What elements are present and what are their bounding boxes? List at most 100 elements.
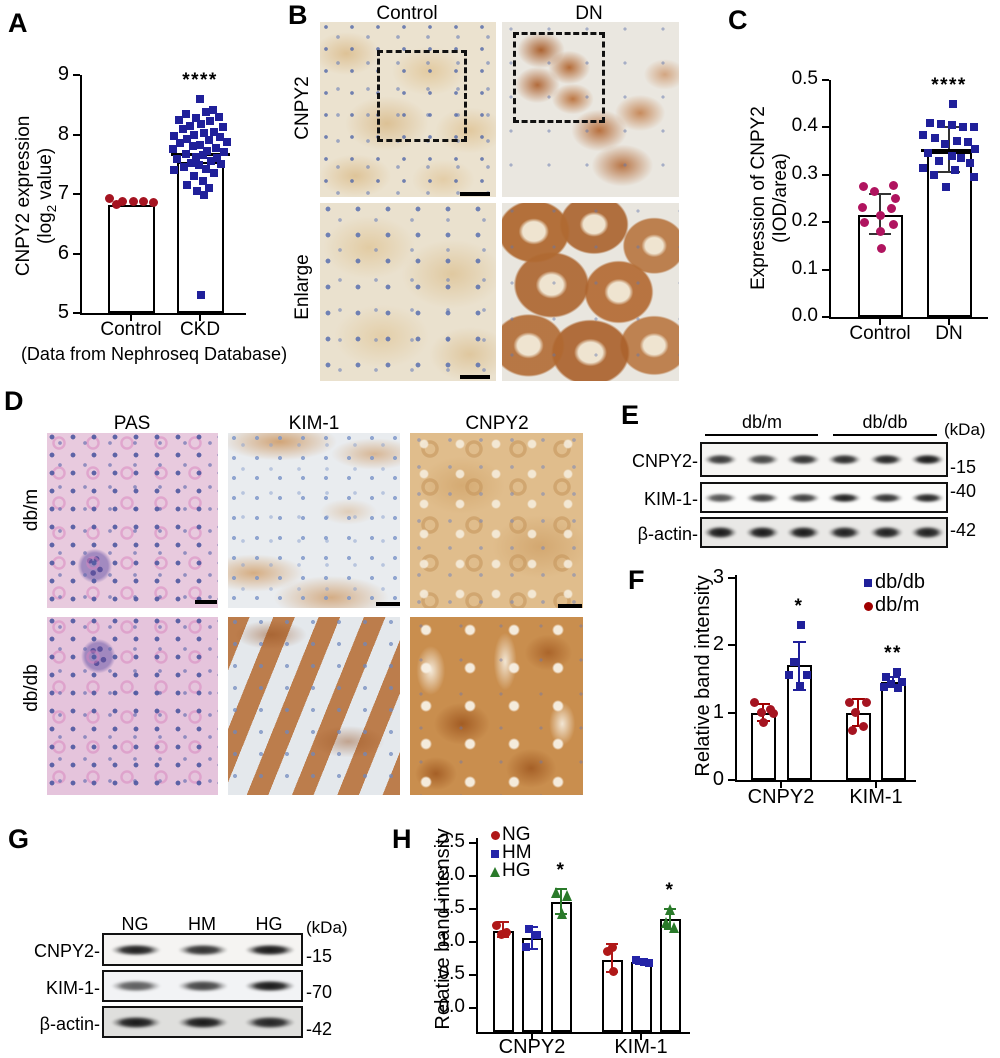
blot-e-label-cnpy2: CNPY2-	[631, 451, 698, 471]
micrograph-dbm-kim1	[228, 433, 400, 608]
chart-caption: (Data from Nephroseq Database)	[20, 344, 288, 364]
y-axis	[476, 838, 478, 1034]
data-point	[105, 193, 115, 203]
blot-band	[244, 980, 295, 992]
blot-e-marker-15: -15	[950, 457, 977, 477]
chart-f-ylabel: Relative band intensity	[692, 575, 714, 777]
bar	[926, 152, 972, 317]
data-point	[200, 191, 209, 200]
micrograph-dbdb-cnpy2	[410, 617, 583, 795]
data-point	[112, 200, 122, 210]
significance-label: ****	[931, 74, 967, 96]
error-bar-line	[611, 943, 613, 972]
blot-band	[704, 492, 738, 503]
y-tick-label: 8	[57, 122, 69, 145]
data-point	[958, 123, 967, 132]
legend-label: db/db	[875, 571, 926, 593]
y-tick-mark	[728, 779, 735, 781]
data-point	[220, 148, 229, 157]
blot-band	[110, 1015, 161, 1029]
error-bar-cap	[526, 947, 538, 950]
data-point	[496, 929, 506, 939]
data-point	[210, 169, 219, 178]
scale-bar	[460, 192, 490, 196]
x-tick-mark	[875, 782, 877, 788]
data-point	[860, 217, 870, 227]
data-point	[557, 908, 568, 920]
data-point	[200, 129, 209, 138]
data-point	[201, 165, 210, 173]
data-point	[844, 697, 854, 707]
data-point	[176, 139, 185, 148]
y-tick-mark	[73, 312, 80, 314]
y-tick-label: 0.3	[791, 162, 818, 184]
data-point	[204, 136, 213, 145]
panel-label-g: G	[8, 824, 30, 854]
blot-band	[869, 526, 903, 539]
significance-label: *	[665, 880, 675, 901]
data-point	[644, 959, 653, 968]
x-axis	[735, 780, 916, 782]
data-point	[190, 130, 199, 139]
category-label: KIM-1	[849, 786, 903, 808]
data-point	[149, 198, 159, 208]
group-underline	[833, 434, 937, 436]
data-point	[758, 718, 768, 728]
error-bar-cap	[938, 171, 960, 174]
blot-g-label-kim1: KIM-1-	[46, 978, 100, 998]
data-point	[215, 133, 224, 142]
data-point	[940, 139, 949, 148]
y-tick-mark	[469, 941, 476, 943]
y-axis	[735, 575, 737, 782]
error-bar-cap	[851, 698, 865, 700]
data-point	[205, 117, 214, 126]
data-point	[964, 137, 973, 146]
y-tick-label: 0.5	[791, 68, 818, 89]
x-tick-mark	[199, 315, 201, 321]
data-point	[492, 921, 502, 930]
panel-b-header-control: Control	[376, 3, 438, 24]
data-point	[769, 709, 778, 719]
data-point	[802, 671, 811, 680]
data-point	[213, 154, 222, 163]
error-bar-cap	[792, 689, 806, 692]
blot-band	[745, 526, 779, 539]
x-tick-mark	[879, 319, 881, 325]
x-tick-mark	[640, 1034, 642, 1040]
x-axis	[829, 317, 988, 319]
data-point	[947, 151, 956, 160]
data-point	[204, 184, 213, 193]
data-point	[953, 136, 962, 145]
data-point	[197, 291, 206, 300]
data-point	[950, 166, 959, 175]
y-tick-label: 1	[712, 700, 724, 723]
panel-label-e: E	[621, 400, 640, 430]
data-point	[931, 133, 940, 142]
data-point	[117, 196, 127, 206]
y-tick-mark	[822, 221, 829, 224]
blot-e-cnpy2-box	[700, 442, 948, 477]
blot-band	[745, 454, 779, 465]
blot-g-marker-70: -70	[306, 982, 333, 1002]
y-tick-mark	[73, 193, 80, 195]
data-point	[971, 144, 980, 153]
data-point	[183, 135, 192, 144]
y-axis	[829, 80, 831, 319]
blot-e-marker-42: -42	[950, 520, 977, 540]
data-point	[194, 161, 203, 170]
blot-band	[745, 492, 779, 503]
data-point	[139, 197, 149, 207]
data-point	[207, 157, 216, 166]
data-point	[876, 243, 886, 253]
blot-g-label-bactin: β-actin-	[39, 1014, 100, 1034]
y-tick-label: 2.5	[438, 831, 465, 852]
data-point	[897, 678, 906, 687]
data-point	[170, 131, 179, 140]
blot-g-marker-42: -42	[306, 1019, 333, 1039]
y-tick-mark	[73, 133, 80, 136]
blot-band	[244, 943, 295, 956]
y-tick-label: 5	[57, 301, 69, 323]
data-point	[942, 182, 951, 191]
blot-band	[828, 526, 862, 539]
y-tick-mark	[469, 974, 476, 976]
